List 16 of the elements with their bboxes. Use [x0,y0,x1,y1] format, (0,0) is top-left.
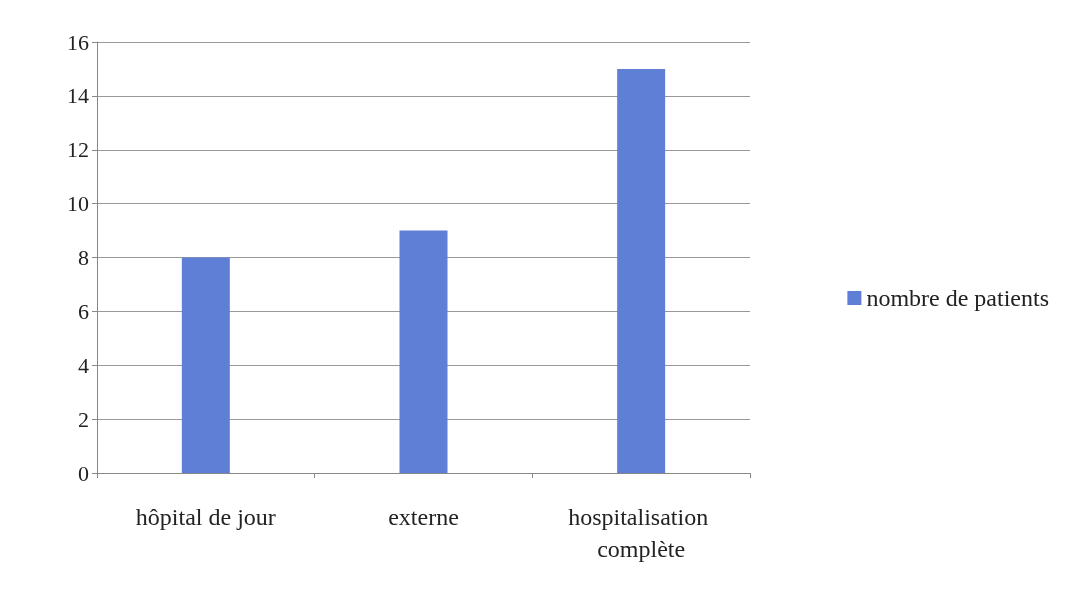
y-tick-label: 8 [78,245,89,270]
bar [181,257,230,473]
legend-label: nombre de patients [866,285,1050,311]
bar [399,230,448,473]
y-tick-label: 4 [78,352,89,378]
y-tick-label: 16 [67,29,89,55]
bar [617,68,666,473]
y-tick-label: 12 [67,137,89,163]
x-tick-label: hôpital de jour [135,504,276,530]
x-tick-label: externe [388,504,459,530]
x-tick-label: hospitalisation complète [568,504,715,562]
y-tick-label: 2 [78,406,89,432]
y-tick-label: 6 [78,298,89,324]
y-tick-label: 14 [67,83,89,109]
y-tick-label: 0 [78,460,89,486]
y-tick-label: 10 [67,191,89,217]
